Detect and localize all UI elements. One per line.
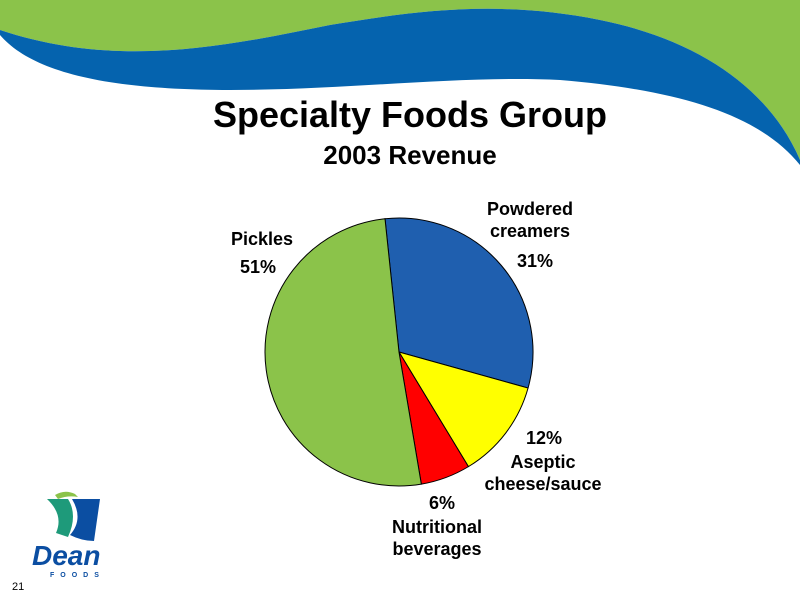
pie-slice-aseptic-cheese-sauce [397, 351, 529, 468]
chart-subtitle: 2003 Revenue [323, 140, 497, 170]
slice-value: 31% [516, 251, 554, 271]
label-nutritional: 6% Nutritional beverages [372, 492, 502, 560]
slice-value: 6% [428, 493, 455, 513]
slice-value: 12% [525, 428, 563, 448]
slice-name: Powdered creamers [486, 199, 574, 241]
dean-foods-logo: Dean FOODS [32, 491, 105, 579]
svg-text:Dean: Dean [32, 540, 100, 571]
svg-text:FOODS: FOODS [50, 572, 105, 579]
swoosh-blue [0, 8, 800, 165]
pie-slice-pickles [264, 218, 422, 487]
page-number: 21 [12, 581, 25, 593]
label-powdered-creamers: Powdered creamers 31% [470, 198, 590, 272]
pie-slice-powdered-creamers [384, 217, 534, 389]
label-aseptic: 12% Aseptic cheese/sauce [468, 427, 618, 495]
label-pickles: Pickles 51% [212, 228, 312, 278]
chart-title: Specialty Foods Group [212, 94, 608, 135]
slice-name: Nutritional beverages [392, 517, 482, 559]
swoosh-green [0, 0, 800, 160]
slice-name: Aseptic cheese/sauce [484, 452, 602, 494]
slice-value: 51% [239, 257, 277, 277]
slice-name: Pickles [230, 229, 294, 249]
